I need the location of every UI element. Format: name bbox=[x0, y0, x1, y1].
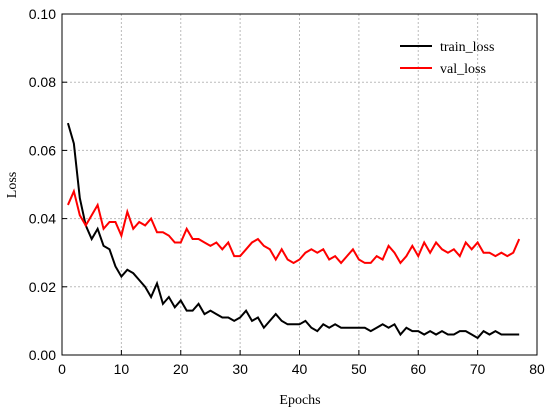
series-line bbox=[67, 188, 521, 265]
x-tick-label: 0 bbox=[58, 361, 66, 377]
plot-frame bbox=[61, 13, 538, 356]
x-tick-label: 50 bbox=[351, 361, 367, 377]
y-tick-label: 0.00 bbox=[29, 347, 56, 363]
y-tick-label: 0.02 bbox=[29, 279, 56, 295]
series-line bbox=[66, 122, 520, 340]
x-tick-label: 70 bbox=[470, 361, 486, 377]
x-axis-label: Epochs bbox=[279, 393, 320, 408]
x-tick-label: 30 bbox=[232, 361, 248, 377]
x-tick-label: 40 bbox=[292, 361, 308, 377]
y-tick-label: 0.10 bbox=[29, 6, 56, 22]
y-axis-label: Loss bbox=[5, 172, 20, 198]
x-tick-label: 80 bbox=[529, 361, 545, 377]
y-tick-label: 0.08 bbox=[29, 74, 56, 90]
x-tick-label: 10 bbox=[114, 361, 130, 377]
legend-label: val_loss bbox=[440, 62, 486, 77]
legend-label: train_loss bbox=[440, 40, 494, 55]
y-tick-label: 0.06 bbox=[29, 142, 56, 158]
y-tick-label: 0.04 bbox=[29, 211, 56, 227]
x-tick-label: 20 bbox=[173, 361, 189, 377]
x-tick-label: 60 bbox=[410, 361, 426, 377]
